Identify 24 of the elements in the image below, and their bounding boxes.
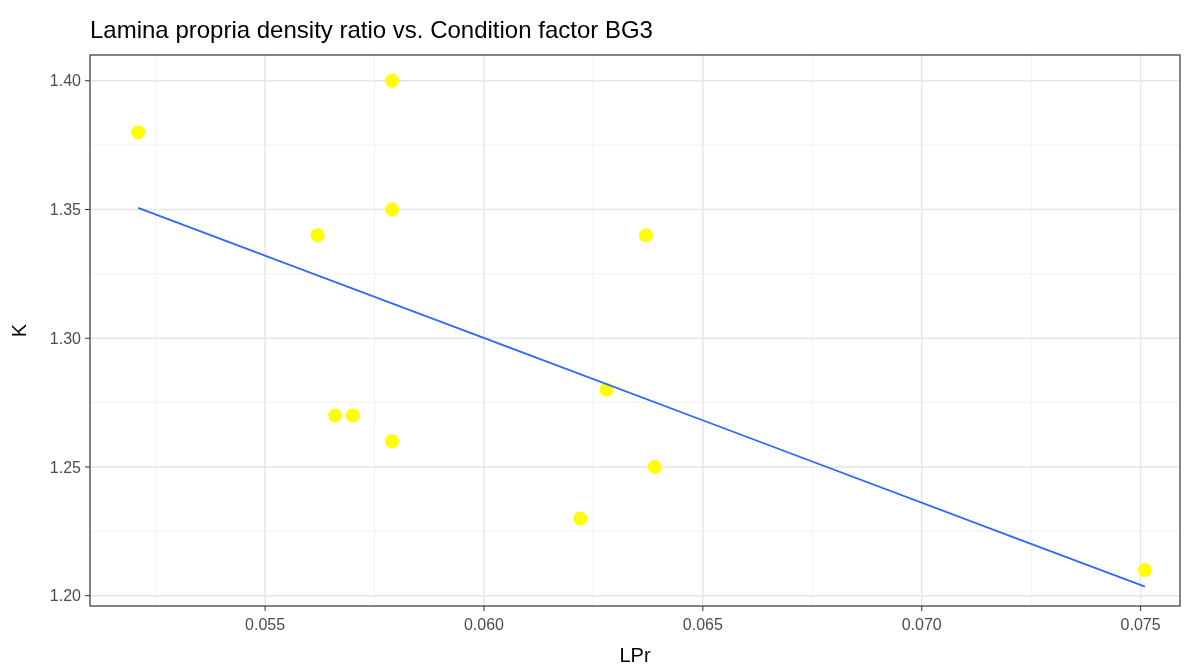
point bbox=[310, 228, 325, 243]
point bbox=[131, 125, 146, 140]
point bbox=[647, 459, 662, 474]
y-tick-label: 1.20 bbox=[49, 587, 82, 605]
point bbox=[385, 434, 400, 449]
chart-title: Lamina propria density ratio vs. Condition factor BG3 bbox=[90, 16, 653, 43]
point bbox=[638, 228, 653, 243]
x-tick-label: 0.055 bbox=[245, 616, 286, 633]
y-tick-label: 1.25 bbox=[49, 458, 82, 476]
x-axis-title: LPr bbox=[619, 644, 651, 666]
x-tick-label: 0.070 bbox=[901, 616, 942, 633]
x-tick-label: 0.065 bbox=[682, 616, 723, 633]
y-axis-title: K bbox=[8, 323, 30, 338]
point bbox=[328, 408, 343, 423]
point bbox=[1137, 562, 1152, 577]
y-tick-label: 1.40 bbox=[49, 72, 82, 90]
y-tick-label: 1.35 bbox=[49, 201, 82, 219]
x-tick-label: 0.060 bbox=[463, 616, 505, 633]
x-tick-label: 0.075 bbox=[1120, 616, 1161, 633]
point bbox=[385, 73, 400, 88]
y-tick-label: 1.30 bbox=[49, 329, 82, 347]
point bbox=[345, 408, 360, 423]
point bbox=[573, 511, 588, 526]
point bbox=[385, 202, 400, 217]
